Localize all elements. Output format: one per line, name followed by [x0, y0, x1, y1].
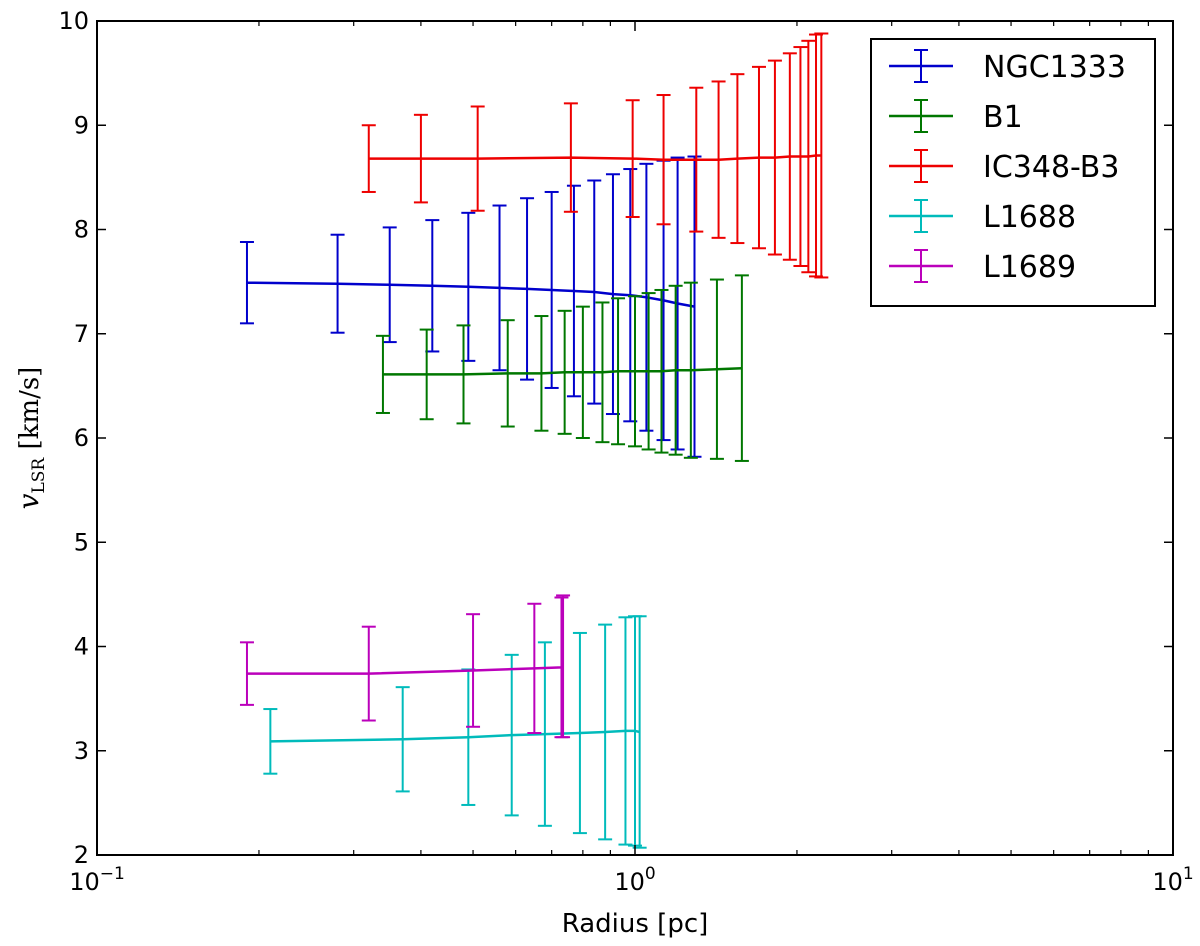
legend-label: L1688 — [983, 200, 1076, 235]
legend-item: IC348-B3 — [889, 149, 1119, 185]
x-tick-label: 100 — [614, 864, 655, 896]
y-axis-label-unit: [km/s] — [15, 367, 45, 458]
legend-label: B1 — [983, 100, 1023, 135]
y-axis-label-subscript: LSR — [29, 457, 49, 494]
y-tick-label: 7 — [74, 320, 89, 348]
y-tick-label: 9 — [74, 111, 89, 139]
errorbar — [687, 155, 702, 458]
series-l1689 — [239, 594, 571, 739]
legend-box — [870, 38, 1156, 307]
y-tick-label: 8 — [74, 216, 89, 244]
x-tick-label: 10−1 — [69, 864, 125, 896]
y-tick-label: 3 — [74, 737, 89, 765]
y-axis-label: vLSR [km/s] — [12, 367, 49, 510]
series-b1 — [375, 274, 749, 462]
errorbar — [239, 641, 254, 706]
errorbar — [361, 124, 376, 193]
y-tick-label: 2 — [74, 841, 89, 869]
legend-item: L1688 — [889, 199, 1076, 235]
y-tick-label: 10 — [58, 7, 89, 35]
series-line — [246, 281, 695, 308]
legend-label: IC348-B3 — [983, 150, 1119, 185]
series-ic348-b3 — [361, 32, 829, 279]
series-line — [368, 154, 822, 161]
errorbar — [814, 32, 829, 279]
legend-item: B1 — [889, 99, 1023, 135]
series-layer — [239, 32, 829, 849]
series-line — [247, 665, 564, 675]
legend-item: L1689 — [889, 249, 1076, 285]
tick-layer: 2 3 4 5 6 7 8 9 10 10−1 100 101 — [58, 7, 1193, 896]
y-tick-label: 6 — [74, 424, 89, 452]
x-axis-label: Radius [pc] — [562, 909, 709, 939]
y-axis-label-symbol: v — [12, 493, 45, 509]
series-l1688 — [263, 615, 647, 849]
legend: NGC1333 B1 IC348-B3 L1688 L1689 — [870, 38, 1156, 307]
legend-item: NGC1333 — [889, 49, 1126, 85]
legend-label: NGC1333 — [983, 50, 1126, 85]
y-tick-label: 4 — [74, 633, 89, 661]
y-tick-label: 5 — [74, 528, 89, 556]
series-line — [382, 366, 742, 376]
errorbar — [263, 708, 278, 775]
errorbar — [239, 241, 254, 325]
legend-label: L1689 — [983, 250, 1076, 285]
x-tick-label: 101 — [1152, 864, 1193, 896]
